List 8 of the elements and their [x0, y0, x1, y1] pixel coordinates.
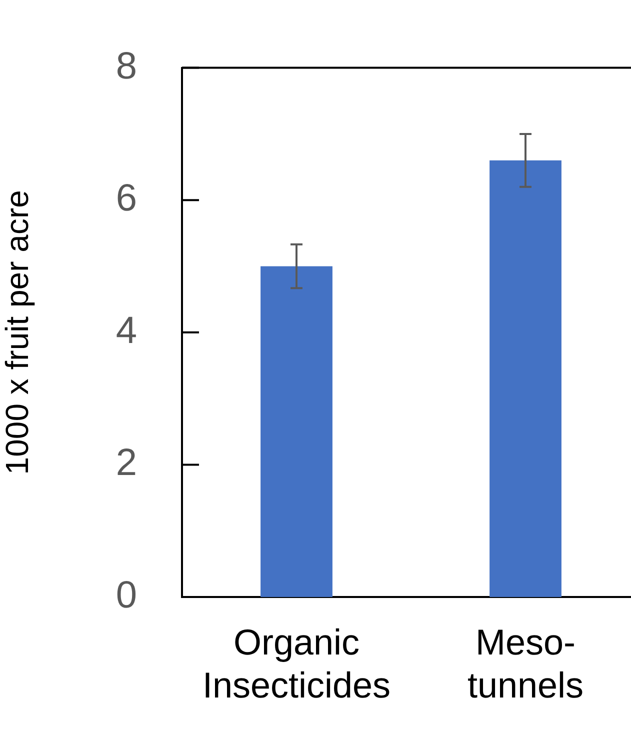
x-tick-label: Organic Insecticides [202, 622, 391, 706]
y-tick-label: 4 [116, 310, 137, 352]
y-axis-title: 1000 x fruit per acre [0, 190, 36, 475]
y-tick-label: 0 [116, 574, 137, 616]
y-tick-label: 2 [116, 442, 137, 484]
y-tick-label: 8 [116, 45, 137, 88]
y-tick-label: 6 [116, 178, 137, 220]
x-tick-label: Meso-tunnels [467, 622, 584, 706]
